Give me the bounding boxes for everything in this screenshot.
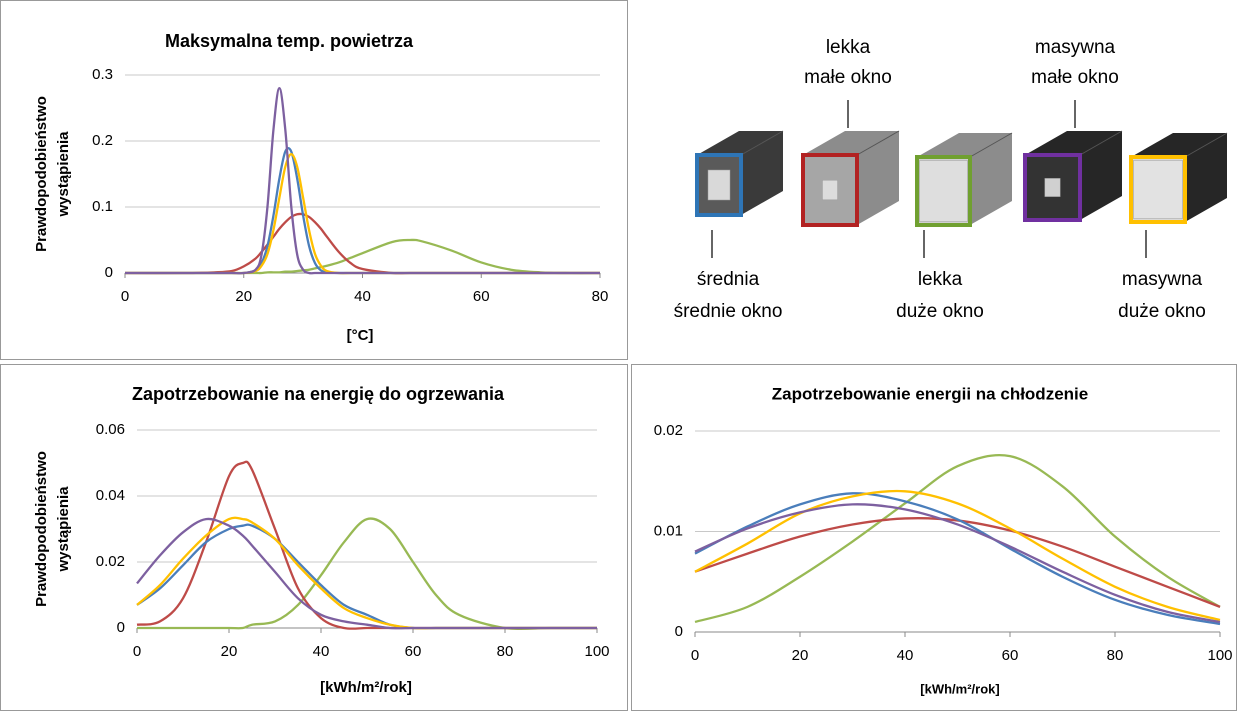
x-tick-label: 80 bbox=[592, 288, 609, 305]
x-tick-label: 40 bbox=[897, 647, 914, 664]
y-axis-label: Prawdopodobieństwo bbox=[33, 451, 50, 607]
series-line bbox=[694, 489, 1221, 622]
series-line bbox=[136, 517, 597, 630]
series-line bbox=[124, 212, 600, 275]
series-line bbox=[137, 517, 597, 631]
box-edge bbox=[740, 130, 784, 156]
panel-frame bbox=[0, 0, 628, 360]
window bbox=[1044, 178, 1061, 197]
series-line bbox=[694, 492, 1221, 626]
window bbox=[1133, 160, 1183, 219]
x-axis-label: [kWh/m²/rok] bbox=[320, 679, 412, 696]
variant-label: masywna bbox=[1122, 269, 1203, 290]
y-axis-label: Prawdopodobieństwo bbox=[33, 96, 50, 252]
x-tick-label: 80 bbox=[497, 643, 514, 660]
series-line bbox=[694, 503, 1221, 624]
x-axis-label: [°C] bbox=[347, 327, 374, 344]
variant-label: duże okno bbox=[1118, 301, 1206, 322]
y-tick-label: 0.01 bbox=[654, 522, 683, 539]
building-icon bbox=[1129, 132, 1228, 224]
window bbox=[822, 179, 838, 201]
series-line bbox=[125, 87, 600, 275]
building-icon bbox=[695, 130, 784, 217]
x-tick-label: 40 bbox=[313, 643, 330, 660]
window bbox=[919, 160, 968, 222]
box-face bbox=[695, 153, 743, 217]
y-axis-label: wystąpienia bbox=[55, 131, 72, 218]
y-tick-label: 0.3 bbox=[92, 66, 113, 83]
y-tick-label: 0.02 bbox=[654, 422, 683, 439]
box-edge bbox=[969, 132, 1013, 158]
y-tick-label: 0.02 bbox=[96, 553, 125, 570]
y-tick-label: 0 bbox=[117, 619, 125, 636]
building-icon bbox=[915, 132, 1013, 227]
series-line bbox=[125, 238, 601, 275]
series-line bbox=[694, 454, 1221, 624]
series-line bbox=[125, 153, 600, 275]
y-tick-label: 0.2 bbox=[92, 132, 113, 149]
chart-title: Zapotrzebowanie energii na chłodzenie bbox=[772, 384, 1088, 403]
box-edge bbox=[1184, 132, 1228, 158]
x-tick-label: 20 bbox=[792, 647, 809, 664]
window bbox=[707, 169, 731, 201]
box-edge bbox=[1079, 130, 1123, 156]
chart-title: Maksymalna temp. powietrza bbox=[165, 31, 414, 51]
panel-frame bbox=[631, 364, 1237, 711]
x-tick-label: 60 bbox=[473, 288, 490, 305]
variant-label: małe okno bbox=[804, 67, 892, 88]
x-tick-label: 80 bbox=[1107, 647, 1124, 664]
box-edge bbox=[856, 130, 900, 156]
x-tick-label: 100 bbox=[584, 643, 609, 660]
x-tick-label: 20 bbox=[235, 288, 252, 305]
series-line bbox=[136, 516, 597, 630]
variant-label: masywna bbox=[1035, 37, 1116, 58]
building-icon bbox=[801, 130, 900, 227]
variant-label: średnia bbox=[697, 269, 760, 290]
x-tick-label: 60 bbox=[1002, 647, 1019, 664]
x-tick-label: 0 bbox=[691, 647, 699, 664]
series-line bbox=[136, 460, 597, 630]
variant-label: lekka bbox=[918, 269, 963, 290]
x-tick-label: 20 bbox=[221, 643, 238, 660]
variant-label: lekka bbox=[826, 37, 871, 58]
building-icon bbox=[1023, 130, 1123, 222]
variant-label: małe okno bbox=[1031, 67, 1119, 88]
chart-title: Zapotrzebowanie na energię do ogrzewania bbox=[132, 384, 505, 404]
x-axis-label: [kWh/m²/rok] bbox=[920, 681, 999, 696]
y-tick-label: 0 bbox=[675, 623, 683, 640]
x-tick-label: 100 bbox=[1207, 647, 1232, 664]
y-tick-label: 0.06 bbox=[96, 421, 125, 438]
y-axis-label: wystąpienia bbox=[55, 486, 72, 573]
variant-label: średnie okno bbox=[674, 301, 783, 322]
y-tick-label: 0.1 bbox=[92, 198, 113, 215]
y-tick-label: 0.04 bbox=[96, 487, 125, 504]
series-line bbox=[125, 147, 600, 275]
x-tick-label: 60 bbox=[405, 643, 422, 660]
x-tick-label: 40 bbox=[354, 288, 371, 305]
y-tick-label: 0 bbox=[105, 264, 113, 281]
x-tick-label: 0 bbox=[121, 288, 129, 305]
variant-label: duże okno bbox=[896, 301, 984, 322]
x-tick-label: 0 bbox=[133, 643, 141, 660]
